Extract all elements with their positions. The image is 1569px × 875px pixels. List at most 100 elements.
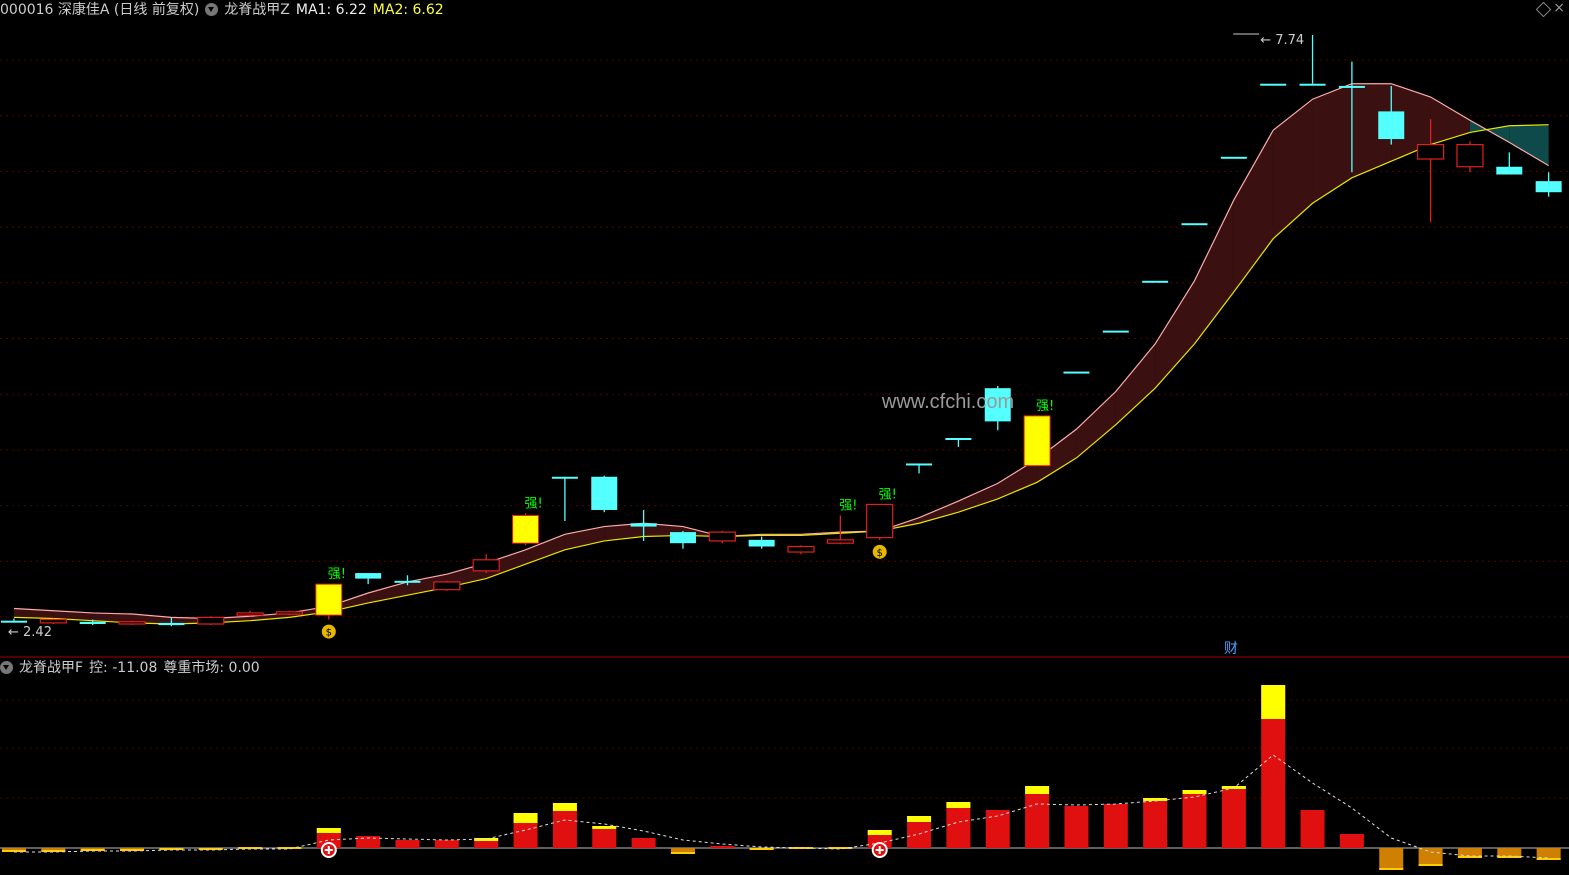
sub-bar-top (907, 816, 932, 822)
sub-bar-body (1300, 810, 1325, 848)
ribbon-segment (1233, 130, 1274, 292)
sub-bar-body (1143, 798, 1168, 848)
sub-bar (867, 830, 892, 858)
ribbon-segment (53, 610, 93, 621)
ribbon-segment (368, 581, 408, 603)
sub-bar (1143, 798, 1168, 848)
sub-bar (474, 838, 499, 848)
sub-bar-body (946, 802, 971, 848)
candle (1299, 35, 1326, 86)
ma-ribbon (14, 83, 1549, 624)
ribbon-segment (92, 612, 133, 623)
sub-bar-body (1536, 848, 1561, 860)
sub-bar-body (1025, 786, 1050, 848)
sub-bar-body (1064, 806, 1089, 848)
sub-bar (1339, 834, 1364, 848)
sub-bar (1300, 810, 1325, 848)
sub-bar (395, 840, 420, 848)
ma1-value: MA1: 6.22 (295, 2, 367, 18)
sub-bar-body (1379, 848, 1404, 870)
strong-signal-label: 强! (879, 487, 897, 502)
candle (787, 545, 815, 555)
indicator-menu-icon[interactable] (205, 3, 219, 16)
sub-bar-body (985, 810, 1010, 848)
sub-bar (41, 848, 66, 852)
candle (1142, 280, 1169, 283)
stock-title: 000016 深康佳A (日线 前复权) (0, 2, 200, 18)
sub-bar (1261, 685, 1286, 848)
sub-chart-header: 龙脊战甲F 控: -11.08 尊重市场: 0.00 (0, 658, 266, 678)
money-bag-icon: $ (872, 544, 887, 559)
sub-bar-body (592, 826, 617, 848)
money-bag-icon: $ (321, 624, 336, 639)
sub-bar (159, 848, 184, 850)
candle-body (1416, 144, 1445, 160)
close-icon[interactable]: × (1553, 0, 1565, 16)
candle (906, 463, 933, 474)
money-bag-shape (872, 544, 887, 559)
sub-bar-bottom (1379, 868, 1404, 870)
candle-body (197, 616, 225, 625)
sub-bar-top (1182, 790, 1207, 794)
candle-body (826, 539, 854, 544)
candle-body (158, 622, 185, 626)
sub-bar-bottom (198, 848, 223, 850)
sub-bar-bottom (80, 849, 105, 851)
ribbon-segment (604, 523, 644, 541)
candle: 强! $ (315, 567, 346, 639)
candle (1416, 119, 1445, 223)
ribbon-segment (250, 612, 290, 621)
sub-indicator-name[interactable]: 龙脊战甲F (19, 660, 84, 676)
candles: 强! $ 强! 强! 强! $ 强! (1, 35, 1562, 639)
sub-bar (1497, 848, 1522, 858)
money-bag-symbol: $ (326, 628, 332, 639)
sub-bar-bottom (2, 850, 26, 852)
ribbon-segment (525, 534, 565, 565)
sub-bar (1025, 786, 1050, 848)
candle-body (1535, 181, 1562, 193)
sub-bar-bottom (238, 847, 263, 849)
sub-bar-top (316, 828, 341, 833)
sub-bar-body (1221, 786, 1246, 848)
candle (197, 616, 225, 626)
ma1-line (13, 83, 1549, 620)
ribbon-segment (1430, 97, 1470, 145)
ribbon-segment (14, 608, 54, 619)
candle-body (551, 476, 578, 479)
sub-bar-top (1143, 798, 1168, 801)
candle: 强! $ (866, 487, 897, 559)
candle (591, 475, 618, 513)
candle-body (1378, 111, 1405, 140)
candle (1, 618, 27, 623)
sub-bar-top (513, 813, 538, 823)
candle (39, 618, 67, 624)
candle-body (1260, 83, 1287, 86)
sub-bar (828, 847, 853, 849)
sub-bar-body (1418, 848, 1443, 866)
candle-body (39, 618, 67, 624)
main-indicator-name[interactable]: 龙脊战甲Z (224, 2, 290, 18)
candle-body (1142, 280, 1169, 283)
candle-body (236, 612, 264, 616)
sub-bar (2, 848, 26, 852)
ribbon-segment (997, 459, 1038, 499)
ma2-value: MA2: 6.62 (372, 2, 444, 18)
candle (1181, 223, 1208, 226)
candle (433, 580, 461, 591)
sub-bar-top (867, 830, 892, 835)
sub-bar-body (474, 838, 499, 848)
sub-bar (513, 813, 538, 848)
sub-bar (277, 847, 302, 849)
sub-bar (552, 803, 577, 848)
sub-bar (120, 848, 145, 851)
sub-indicator-menu-icon[interactable] (0, 661, 13, 674)
candle (1535, 172, 1562, 197)
candle: 强! (826, 499, 857, 545)
sub-bar-body (670, 848, 695, 854)
candle (1496, 152, 1523, 175)
candle-body (79, 621, 106, 624)
sub-bar (710, 846, 735, 848)
candle: 强! (1023, 399, 1054, 467)
sub-bar (1182, 790, 1207, 848)
